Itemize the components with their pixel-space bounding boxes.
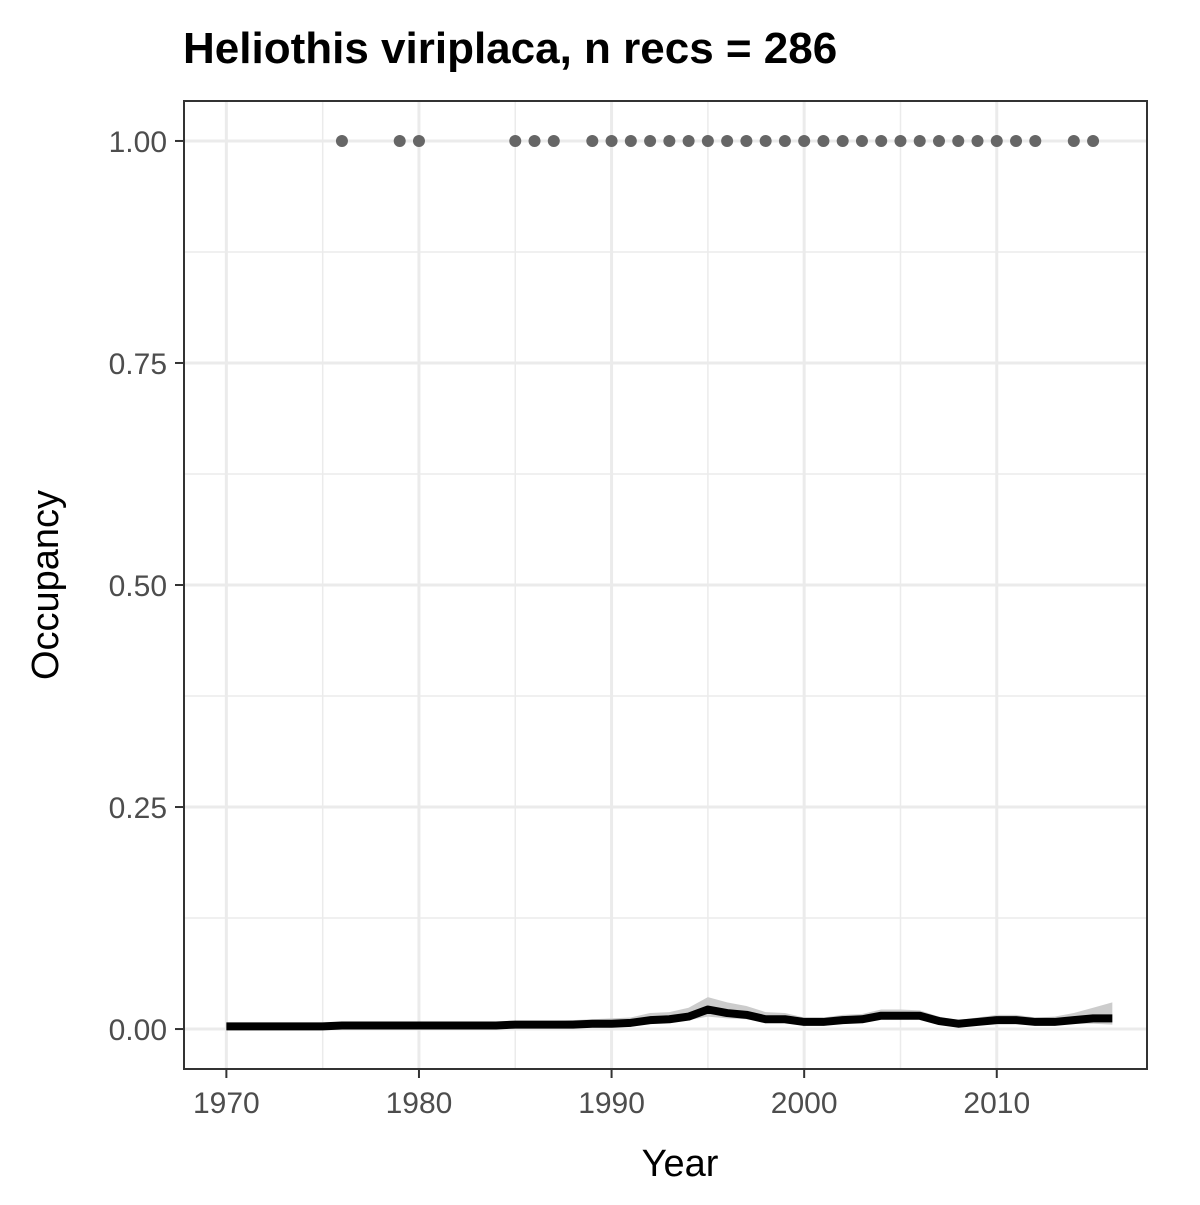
data-point xyxy=(759,134,772,147)
x-tick-label: 1990 xyxy=(578,1087,645,1120)
y-tick-label: 0.25 xyxy=(109,792,167,825)
occupancy-trend-line xyxy=(226,1005,1113,1031)
points-layer xyxy=(335,134,1100,147)
data-point xyxy=(701,134,714,147)
data-point xyxy=(644,134,657,147)
data-point xyxy=(932,134,945,147)
x-tick-label: 1970 xyxy=(193,1087,260,1120)
data-point xyxy=(971,134,984,147)
data-point xyxy=(624,134,637,147)
data-point xyxy=(740,134,753,147)
x-tick-label: 2000 xyxy=(771,1087,838,1120)
data-point xyxy=(875,134,888,147)
y-tick-label: 0.50 xyxy=(109,570,167,603)
data-point xyxy=(1067,134,1080,147)
data-point xyxy=(547,134,560,147)
confidence-ribbon xyxy=(226,997,1113,1029)
x-axis-title: Year xyxy=(642,1143,719,1185)
data-point xyxy=(990,134,1003,147)
data-point xyxy=(721,134,734,147)
trend-line-layer xyxy=(226,1005,1113,1031)
data-point xyxy=(1010,134,1023,147)
y-tick-label: 0.75 xyxy=(109,348,167,381)
data-point xyxy=(663,134,676,147)
data-point xyxy=(1029,134,1042,147)
data-point xyxy=(798,134,811,147)
x-tick-label: 1980 xyxy=(386,1087,453,1120)
data-point xyxy=(836,134,849,147)
data-point xyxy=(412,134,425,147)
data-point xyxy=(778,134,791,147)
data-point xyxy=(855,134,868,147)
data-point xyxy=(913,134,926,147)
x-axis: 1970 1980 1990 2000 2010 xyxy=(193,1069,1030,1120)
data-point xyxy=(528,134,541,147)
data-point xyxy=(894,134,907,147)
data-point xyxy=(605,134,618,147)
confidence-ribbon-layer xyxy=(226,997,1113,1029)
y-axis: 0.00 0.25 0.50 0.75 1.00 xyxy=(109,126,184,1047)
data-point xyxy=(682,134,695,147)
y-tick-label: 0.00 xyxy=(109,1014,167,1047)
y-axis-title: Occupancy xyxy=(25,490,67,680)
data-point xyxy=(393,134,406,147)
data-point xyxy=(509,134,522,147)
data-point xyxy=(952,134,965,147)
data-point xyxy=(335,134,348,147)
data-point xyxy=(586,134,599,147)
data-point xyxy=(1087,134,1100,147)
chart-title: Heliothis viriplaca, n recs = 286 xyxy=(183,24,837,73)
data-point xyxy=(817,134,830,147)
x-tick-label: 2010 xyxy=(963,1087,1030,1120)
y-tick-label: 1.00 xyxy=(109,126,167,159)
